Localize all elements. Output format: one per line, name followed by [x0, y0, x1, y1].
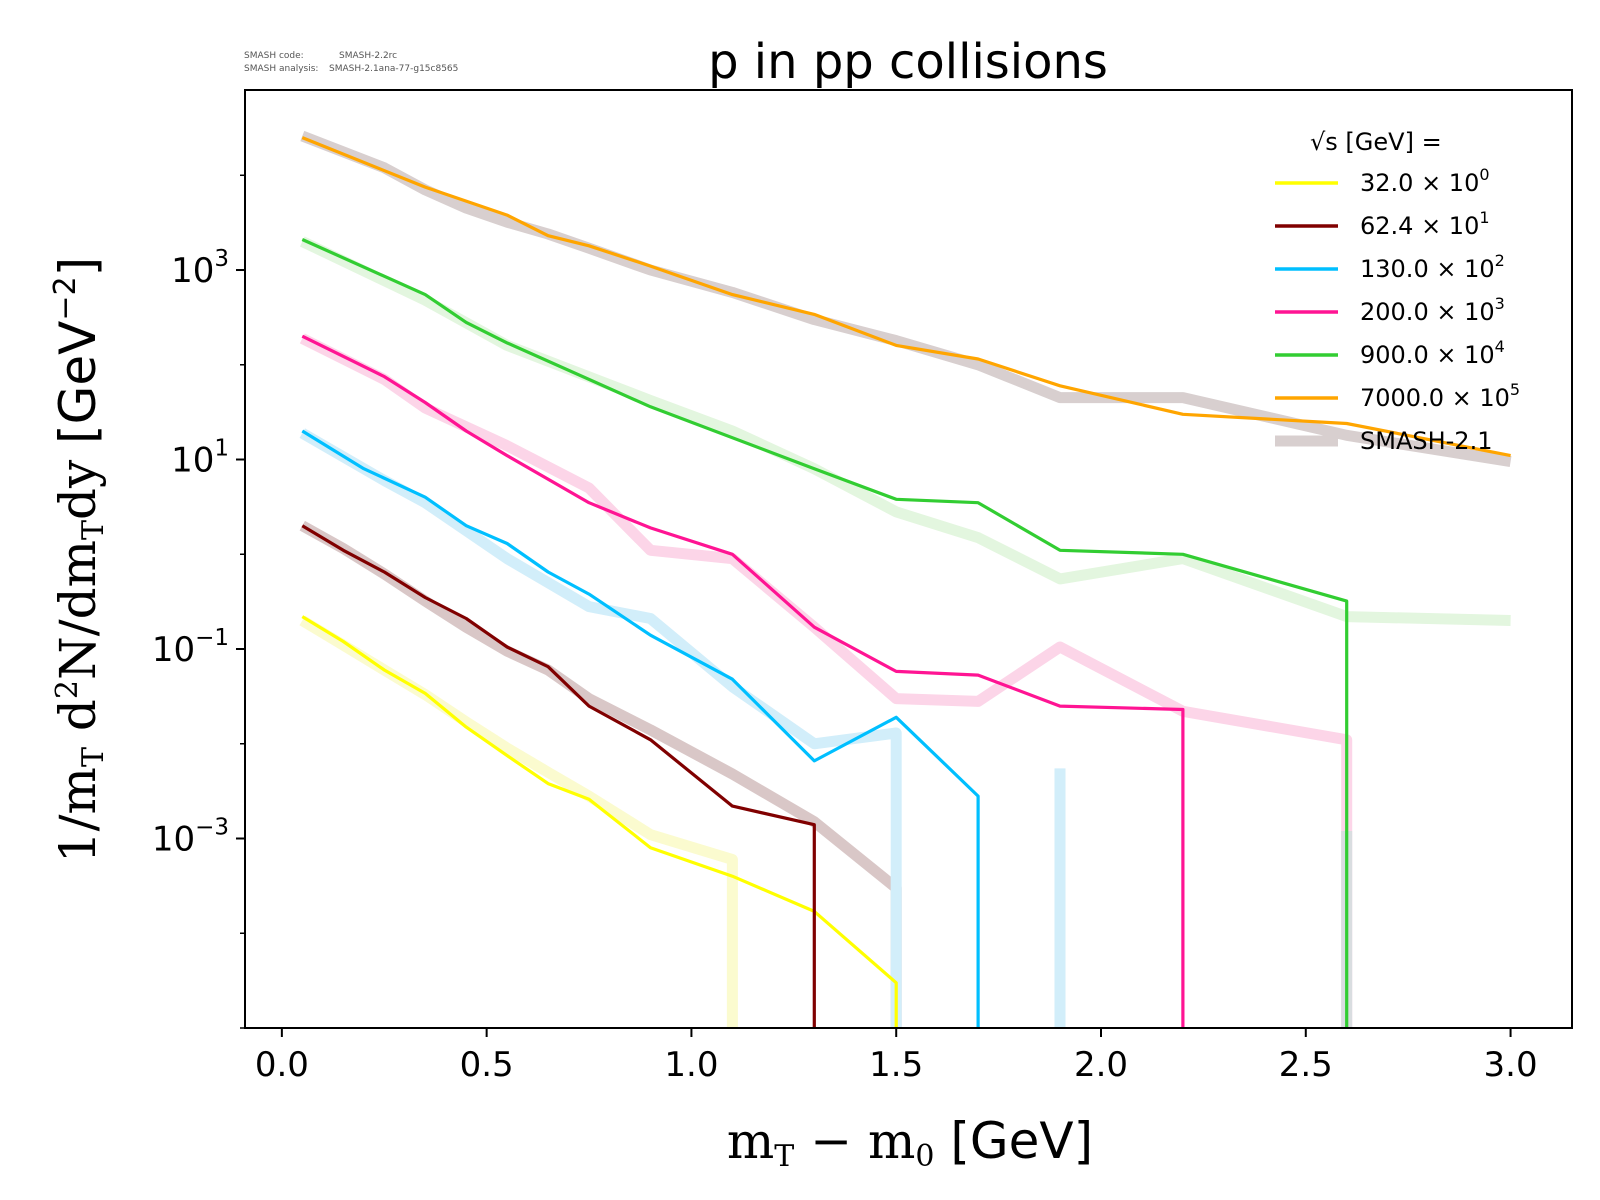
legend-label: 130.0 × 102	[1360, 251, 1505, 283]
smash-code-label: SMASH code:	[244, 51, 304, 61]
reference-curve-3	[299, 333, 1353, 1028]
x-tick-label: 2.0	[1074, 1045, 1128, 1085]
reference-curve-2	[299, 428, 902, 1028]
x-axis: 0.0 0.5 1.0 1.5 2.0 2.5 3.0	[255, 1028, 1538, 1085]
x-tick-label: 1.0	[664, 1045, 718, 1085]
legend-title: √s [GeV] =	[1310, 128, 1442, 156]
y-tick-label: 101	[171, 436, 229, 481]
series-line-2	[301, 429, 980, 1028]
smash-code-value: SMASH-2.2rc	[339, 51, 397, 61]
legend-label: 62.4 × 101	[1360, 208, 1490, 240]
y-tick-label: 103	[171, 246, 229, 291]
series-line-3	[301, 334, 1185, 1028]
smash-analysis-label: SMASH analysis:	[244, 64, 318, 74]
legend-label: 900.0 × 104	[1360, 337, 1505, 369]
legend-label: 32.0 × 100	[1360, 165, 1490, 197]
chart-title: p in pp collisions	[708, 34, 1108, 90]
y-axis: 103 101 10−1 10−3	[152, 174, 245, 1029]
y-tick-label: 10−1	[152, 625, 229, 670]
plot-frame	[244, 89, 1573, 1029]
x-axis-label: mT − m0 [GeV]	[727, 1112, 1093, 1174]
y-axis-label: 1/mT d2N/dmTdy [GeV−2]	[48, 257, 111, 863]
x-tick-label: 0.5	[460, 1045, 514, 1085]
reference-curve-5	[300, 130, 1512, 468]
reference-curve-0	[299, 615, 738, 1028]
reference-curve-4	[299, 236, 1511, 626]
x-tick-label: 3.0	[1484, 1045, 1538, 1085]
y-tick-label: 10−3	[152, 815, 229, 860]
legend: √s [GeV] = 32.0 × 100 62.4 × 101 130.0 × 10…	[1275, 128, 1520, 455]
x-tick-label: 2.5	[1279, 1045, 1333, 1085]
series-line-5	[301, 136, 1511, 458]
legend-label: 200.0 × 103	[1360, 294, 1505, 326]
x-tick-label: 1.5	[869, 1045, 923, 1085]
legend-label: 7000.0 × 105	[1360, 380, 1520, 412]
x-tick-label: 0.0	[255, 1045, 309, 1085]
series-line-4	[301, 238, 1349, 1028]
series-line-1	[301, 524, 816, 1028]
smash-analysis-value: SMASH-2.1ana-77-g15c8565	[329, 64, 458, 74]
legend-label: SMASH-2.1	[1360, 427, 1492, 455]
data-series	[301, 136, 1511, 1028]
